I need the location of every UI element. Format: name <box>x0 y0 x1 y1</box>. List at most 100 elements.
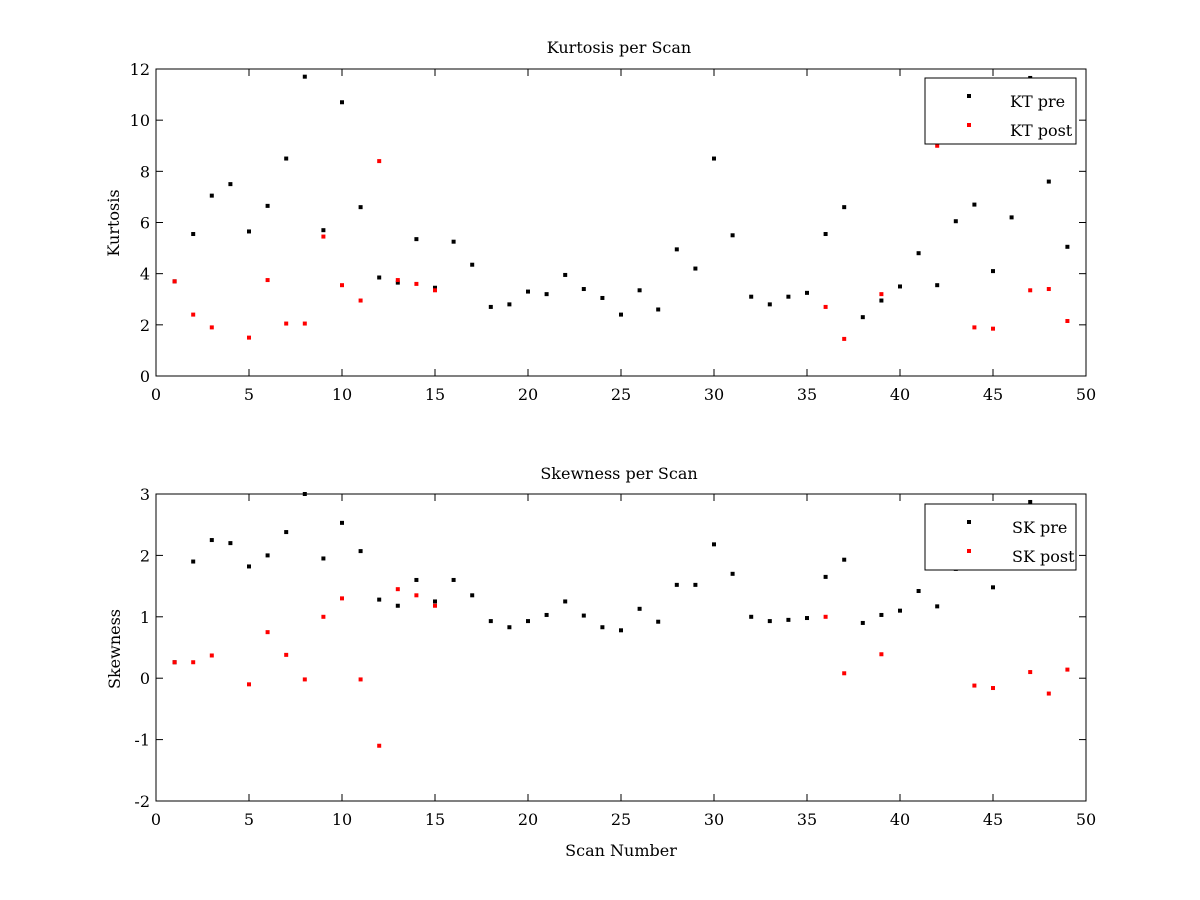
kurtosis-legend-label-post: KT post <box>1010 121 1073 140</box>
skewness-post-point <box>265 630 270 635</box>
kurtosis-ytick-label: 12 <box>130 60 150 79</box>
kurtosis-pre-point <box>1046 179 1051 184</box>
skewness-pre-point <box>470 593 475 598</box>
kurtosis-pre-point <box>191 232 196 237</box>
skewness-post-point <box>302 677 307 682</box>
kurtosis-pre-point <box>656 307 661 312</box>
kurtosis-ytick-label: 0 <box>140 367 150 386</box>
skewness-xtick-label: 10 <box>332 810 352 829</box>
kurtosis-pre-point <box>470 262 475 267</box>
skewness-post-point <box>842 671 847 676</box>
skewness-post-point <box>395 587 400 592</box>
kurtosis-pre-point <box>749 294 754 299</box>
kurtosis-ylabel: Kurtosis <box>104 189 123 256</box>
kurtosis-post-point <box>842 336 847 341</box>
skewness-ytick-label: 3 <box>140 485 150 504</box>
skewness-legend-marker-post <box>967 549 971 553</box>
kurtosis-pre-point <box>1009 215 1014 220</box>
kurtosis-pre-point <box>935 283 940 288</box>
skewness-post-point <box>321 614 326 619</box>
kurtosis-xtick-label: 45 <box>983 385 1003 404</box>
kurtosis-pre-point <box>953 219 958 224</box>
kurtosis-pre-point <box>712 156 716 161</box>
kurtosis-post-point <box>284 321 289 326</box>
skewness-post-point <box>172 660 177 665</box>
kurtosis-points <box>172 74 1070 341</box>
skewness-pre-point <box>730 571 735 576</box>
skewness-post-point <box>377 743 382 748</box>
skewness-points <box>172 492 1070 748</box>
skewness-pre-point <box>581 613 586 618</box>
kurtosis-pre-point <box>991 269 995 274</box>
skewness-pre-point <box>879 612 884 617</box>
kurtosis-post-point <box>172 279 177 284</box>
kurtosis-pre-point <box>860 315 865 320</box>
skewness-pre-point <box>619 628 623 633</box>
skewness-legend-label-post: SK post <box>1012 547 1075 566</box>
kurtosis-ytick-label: 4 <box>140 265 150 284</box>
skewness-pre-point <box>433 599 437 604</box>
kurtosis-post-point <box>395 278 400 283</box>
kurtosis-pre-point <box>507 302 512 307</box>
kurtosis-pre-point <box>972 202 977 207</box>
skewness-pre-point <box>898 608 902 613</box>
skewness-pre-point <box>805 616 809 621</box>
kurtosis-xtick-label: 20 <box>518 385 538 404</box>
skewness-post-point <box>1028 670 1033 675</box>
skewness-post-point <box>358 677 363 682</box>
skewness-ylabel: Skewness <box>105 609 124 689</box>
skewness-post-point <box>340 596 344 601</box>
skewness-xtick-label: 35 <box>797 810 817 829</box>
skewness-xtick-label: 45 <box>983 810 1003 829</box>
kurtosis-pre-point <box>488 304 493 309</box>
skewness-xlabel: Scan Number <box>565 841 677 860</box>
skewness-legend-marker-pre <box>967 520 971 524</box>
skewness-xtick-label: 5 <box>244 810 254 829</box>
skewness-pre-point <box>656 619 661 624</box>
kurtosis-pre-point <box>786 294 791 299</box>
skewness-pre-point <box>340 520 344 525</box>
skewness-ytick-label: 2 <box>140 546 150 565</box>
skewness-pre-point <box>247 564 251 569</box>
kurtosis-legend: KT pre KT post <box>924 77 1077 145</box>
skewness-post-point <box>191 660 196 665</box>
kurtosis-panel: Kurtosis per Scan Kurtosis 0 5 10 15 20 25 30 3… <box>104 38 1096 404</box>
kurtosis-pre-point <box>805 290 809 295</box>
skewness-ytick-label: 0 <box>140 669 150 688</box>
skewness-ytick-label: -1 <box>134 731 150 750</box>
kurtosis-pre-point <box>265 203 270 208</box>
kurtosis-post-point <box>433 288 437 293</box>
kurtosis-ytick-label: 6 <box>140 214 150 233</box>
kurtosis-post-point <box>358 298 363 303</box>
skewness-pre-point <box>600 625 605 630</box>
skewness-pre-point <box>823 574 828 579</box>
kurtosis-pre-point <box>395 280 400 285</box>
kurtosis-ytick-label: 2 <box>140 316 150 335</box>
skewness-pre-point <box>749 614 754 619</box>
skewness-ytick-label: -2 <box>134 792 150 811</box>
skewness-pre-point <box>637 606 642 611</box>
kurtosis-xtick-label: 10 <box>332 385 352 404</box>
kurtosis-ytick-label: 8 <box>140 162 150 181</box>
kurtosis-post-point <box>1065 318 1070 323</box>
skewness-ytick-label: 1 <box>140 608 150 627</box>
kurtosis-legend-marker-pre <box>967 94 971 98</box>
skewness-post-point <box>823 614 828 619</box>
skewness-pre-point <box>507 625 512 630</box>
kurtosis-pre-point <box>693 266 698 271</box>
kurtosis-legend-label-pre: KT pre <box>1010 92 1065 111</box>
kurtosis-pre-point <box>247 229 251 234</box>
kurtosis-post-point <box>247 335 251 340</box>
skewness-pre-point <box>395 603 400 608</box>
skewness-xtick-label: 40 <box>890 810 910 829</box>
kurtosis-post-point <box>209 325 214 330</box>
kurtosis-pre-point <box>637 288 642 293</box>
kurtosis-pre-point <box>619 312 623 317</box>
skewness-post-point <box>247 682 251 687</box>
skewness-post-point <box>284 652 289 657</box>
skewness-pre-point <box>358 549 363 554</box>
kurtosis-xtick-label: 15 <box>425 385 445 404</box>
kurtosis-pre-point <box>879 298 884 303</box>
kurtosis-pre-point <box>358 205 363 210</box>
